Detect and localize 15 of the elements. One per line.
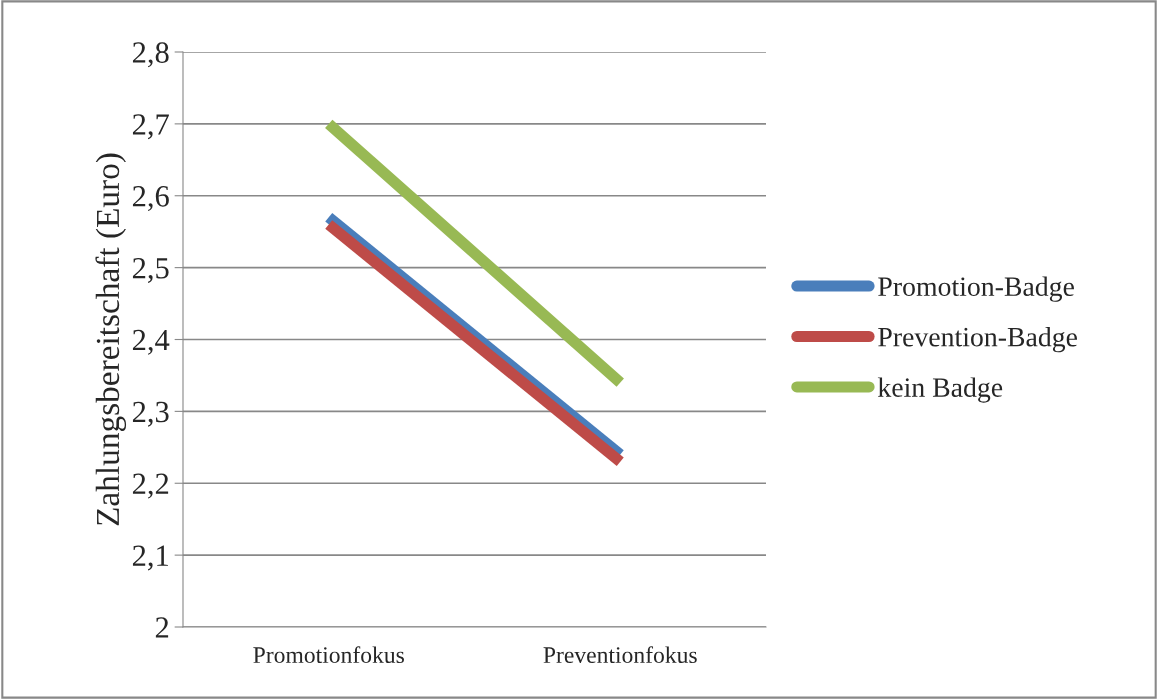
- x-tick-label: Preventionfokus: [543, 646, 697, 664]
- legend-label: Prevention-Badge: [878, 326, 1077, 353]
- x-tick-label: Promotionfokus: [253, 646, 404, 664]
- y-tick-label: 2: [155, 617, 169, 638]
- y-axis-title: Zahlungsbereitschaft (Euro): [95, 153, 127, 526]
- y-tick-label: 2,4: [132, 329, 170, 355]
- y-tick-label: 2,1: [132, 545, 168, 571]
- y-tick-label: 2,7: [132, 114, 169, 140]
- y-tick-label: 2,3: [132, 401, 169, 427]
- y-tick-label: 2,2: [132, 473, 169, 499]
- legend-label: Promotion-Badge: [878, 276, 1074, 302]
- legend-label: kein Badge: [877, 377, 1003, 403]
- y-tick-label: 2,5: [132, 257, 169, 283]
- y-tick-label: 2,8: [132, 42, 169, 68]
- y-tick-label: 2,6: [132, 186, 169, 212]
